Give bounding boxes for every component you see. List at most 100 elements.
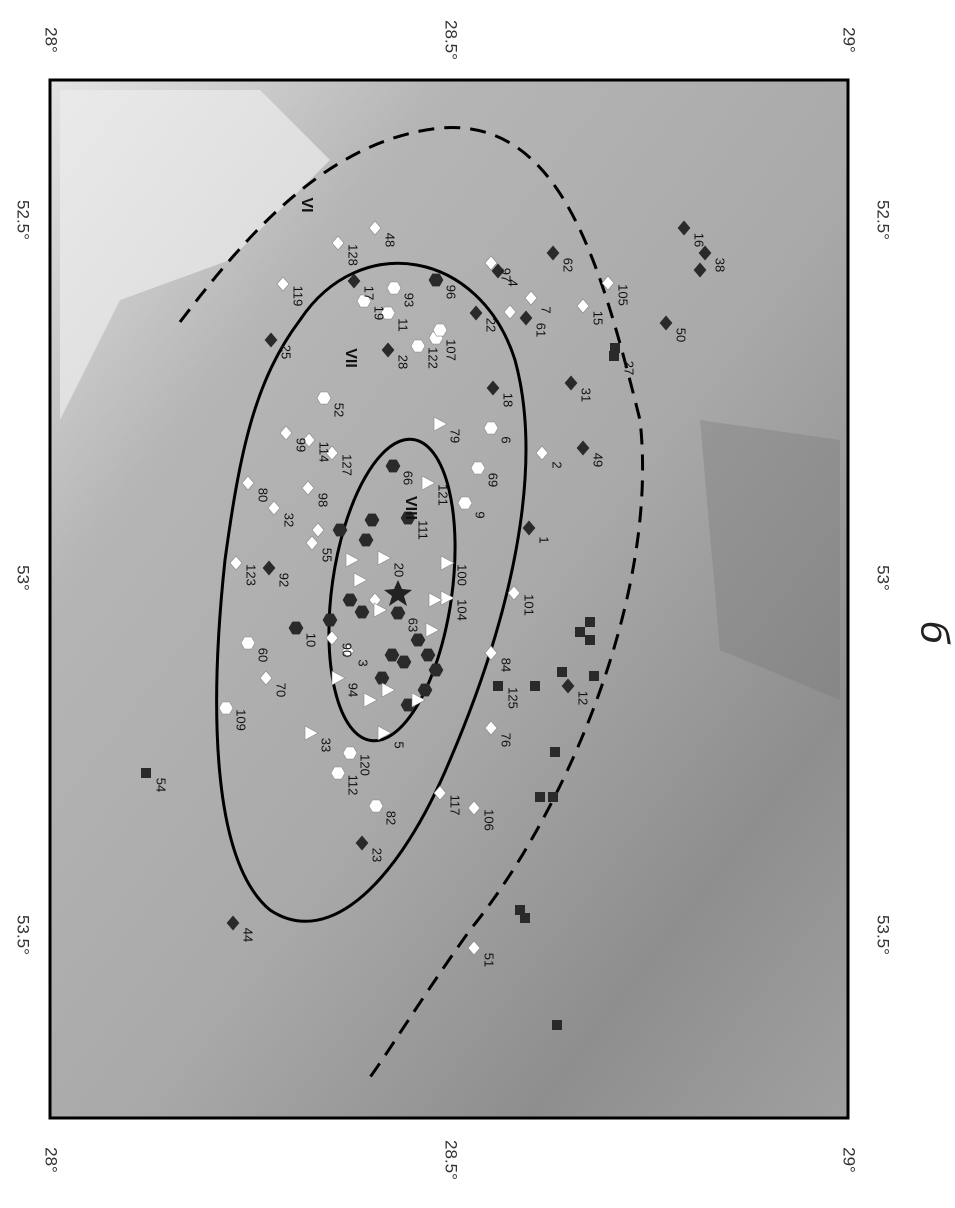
point-label: 9	[473, 511, 488, 518]
point-label: 101	[522, 594, 537, 616]
square-marker	[557, 667, 567, 677]
point-label: 33	[319, 738, 334, 752]
point-label: 104	[455, 599, 470, 621]
point-label: 61	[534, 323, 549, 337]
point-label: 15	[591, 311, 606, 325]
square-marker	[550, 747, 560, 757]
point-label: 105	[616, 284, 631, 306]
point-label: 120	[358, 754, 373, 776]
point-label: 17	[362, 286, 377, 300]
point-label: 7	[539, 306, 554, 313]
point-label: 27	[622, 361, 637, 375]
square-marker	[610, 343, 620, 353]
point-label: 94	[346, 683, 361, 697]
point-label: 3	[356, 659, 371, 666]
point-label: 100	[455, 564, 470, 586]
point-label: 54	[154, 778, 169, 792]
point-label: 99	[294, 438, 309, 452]
point-label: 112	[346, 775, 361, 796]
point-label: 69	[486, 473, 501, 487]
point-label: 128	[346, 244, 361, 266]
point-label: 28	[396, 355, 411, 369]
point-label: 38	[713, 258, 728, 272]
point-label: 90	[340, 643, 355, 657]
point-label: 6	[499, 436, 514, 443]
point-label: 2	[550, 461, 565, 468]
point-label: 127	[340, 454, 355, 476]
point-label: 16	[692, 233, 707, 247]
point-label: 48	[383, 233, 398, 247]
point-label: 121	[436, 484, 451, 506]
point-label: 52	[332, 403, 347, 417]
top-tick-label: 29°	[840, 27, 859, 53]
left-tick-label: 52.5°	[14, 200, 33, 240]
bottom-tick-label: 29°	[840, 1147, 859, 1173]
point-label: 109	[234, 709, 249, 731]
point-label: 63	[406, 618, 421, 632]
point-label: 76	[499, 733, 514, 747]
point-label: 80	[256, 488, 271, 502]
point-label: 50	[674, 328, 689, 342]
zone-label: VI	[298, 197, 315, 212]
zone-label: VIII	[402, 496, 419, 520]
square-marker	[585, 617, 595, 627]
square-marker	[552, 1020, 562, 1030]
left-tick-label: 53°	[14, 565, 33, 591]
caption: б	[912, 621, 955, 645]
square-marker	[141, 768, 151, 778]
point-label: 98	[316, 493, 331, 507]
point-label: 119	[291, 286, 306, 307]
point-label: 10	[304, 633, 319, 647]
right-tick-label: 53.5°	[874, 915, 893, 955]
point-label: 32	[282, 513, 297, 527]
right-tick-label: 53°	[874, 565, 893, 591]
point-label: 4	[506, 279, 521, 286]
square-marker	[548, 792, 558, 802]
point-label: 123	[244, 564, 259, 586]
point-label: 84	[499, 658, 514, 672]
point-label: 5	[392, 741, 407, 748]
point-label: 20	[392, 563, 407, 577]
right-tick-label: 52.5°	[874, 200, 893, 240]
point-label: 96	[444, 285, 459, 299]
point-label: 62	[561, 258, 576, 272]
point-label: 107	[444, 339, 459, 361]
square-marker	[585, 635, 595, 645]
point-label: 51	[482, 953, 497, 967]
square-marker	[589, 671, 599, 681]
top-tick-label: 28.5°	[442, 20, 461, 60]
point-label: 49	[591, 453, 606, 467]
bottom-tick-label: 28.5°	[442, 1140, 461, 1180]
square-marker	[575, 627, 585, 637]
point-label: 92	[277, 573, 292, 587]
point-label: 22	[484, 318, 499, 332]
point-label: 93	[402, 293, 417, 307]
point-label: 79	[448, 429, 463, 443]
square-marker	[530, 681, 540, 691]
point-label: 66	[401, 471, 416, 485]
page: {"axes": {"top": ["28°", "28.5°", "29°"]…	[0, 0, 955, 1208]
point-label: 55	[320, 548, 335, 562]
square-marker	[520, 913, 530, 923]
bottom-tick-label: 28°	[42, 1147, 61, 1173]
left-tick-label: 53.5°	[14, 915, 33, 955]
point-label: 12	[576, 691, 591, 705]
point-label: 114	[317, 442, 332, 463]
point-label: 60	[256, 648, 271, 662]
top-tick-label: 28°	[42, 27, 61, 53]
point-label: 19	[372, 306, 387, 320]
point-label: 125	[506, 687, 521, 709]
point-label: 25	[279, 345, 294, 359]
square-marker	[535, 792, 545, 802]
point-label: 106	[482, 809, 497, 831]
point-label: 70	[274, 683, 289, 697]
point-label: 11	[396, 318, 411, 332]
point-label: 23	[370, 848, 385, 862]
point-label: 44	[241, 928, 256, 942]
point-label: 117	[448, 795, 463, 816]
point-label: 18	[501, 393, 516, 407]
point-label: 31	[579, 388, 594, 402]
point-label: 122	[426, 347, 441, 369]
square-marker	[493, 681, 503, 691]
map: 28°28°28.5°28.5°29°29°52.5°52.5°53°53°53…	[0, 0, 955, 1203]
